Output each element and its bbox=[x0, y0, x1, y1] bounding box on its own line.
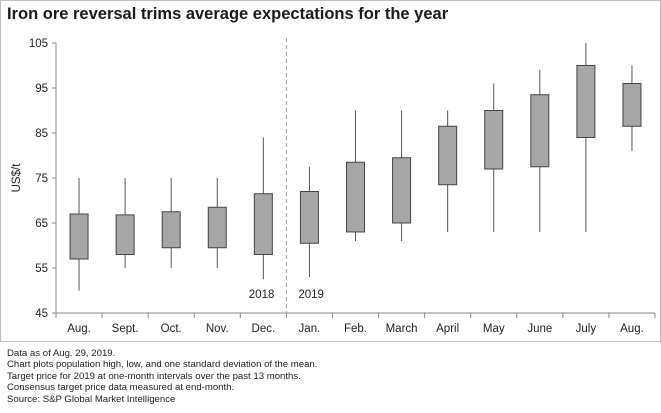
boxplot-chart: 45 55 65 75 85 95 105 US$/t Aug. Sept. Oct. Nov. Dec… bbox=[11, 38, 656, 335]
box bbox=[299, 191, 319, 244]
box bbox=[392, 157, 412, 224]
box bbox=[576, 65, 596, 138]
y-tick-label: 75 bbox=[35, 173, 48, 185]
chart-frame bbox=[0, 0, 661, 342]
year-label-2018: 2018 bbox=[249, 289, 275, 301]
box bbox=[530, 94, 550, 168]
year-label-2019: 2019 bbox=[298, 289, 324, 301]
x-tick-label: Sept. bbox=[112, 323, 139, 335]
x-tick-label: Jan. bbox=[299, 323, 321, 335]
box bbox=[438, 125, 458, 186]
x-tick-label: Aug. bbox=[67, 323, 91, 335]
x-tick-label: July bbox=[576, 323, 597, 335]
x-tick-label: May bbox=[483, 323, 505, 335]
x-tick-label: Nov. bbox=[206, 323, 229, 335]
y-axis-label: US$/t bbox=[11, 163, 23, 193]
note-date: Data as of Aug. 29, 2019. bbox=[7, 348, 116, 359]
note-method: Chart plots population high, low, and on… bbox=[7, 359, 318, 371]
x-tick-label: Feb. bbox=[344, 323, 367, 335]
note-source: Source: S&P Global Market Intelligence bbox=[7, 393, 176, 405]
box bbox=[346, 161, 365, 233]
y-tick-label: 55 bbox=[35, 263, 48, 275]
y-tick-label: 65 bbox=[35, 218, 48, 230]
y-tick-label: 95 bbox=[35, 83, 48, 95]
box bbox=[161, 211, 181, 249]
x-tick-label: Dec. bbox=[252, 323, 276, 335]
box bbox=[484, 110, 504, 170]
chart-notes: Data as of Aug. 29, 2019. Chart plots po… bbox=[7, 348, 317, 405]
note-target: Target price for 2019 at one-month inter… bbox=[7, 370, 301, 382]
box bbox=[115, 214, 135, 255]
box bbox=[253, 193, 273, 255]
box bbox=[207, 206, 227, 249]
x-tick-label: April bbox=[436, 323, 459, 335]
note-consensus: Consensus target price data measured at … bbox=[7, 382, 235, 394]
x-tick-label: March bbox=[386, 323, 418, 335]
chart-title: Iron ore reversal trims average expectat… bbox=[7, 5, 449, 23]
y-tick-label: 105 bbox=[29, 38, 48, 50]
x-tick-label: Aug. bbox=[620, 323, 644, 335]
y-tick-label: 85 bbox=[35, 128, 48, 140]
box bbox=[69, 213, 89, 260]
y-tick-label: 45 bbox=[35, 308, 48, 320]
x-tick-label: Oct. bbox=[161, 323, 182, 335]
x-tick-label: June bbox=[527, 323, 552, 335]
box bbox=[622, 83, 642, 127]
